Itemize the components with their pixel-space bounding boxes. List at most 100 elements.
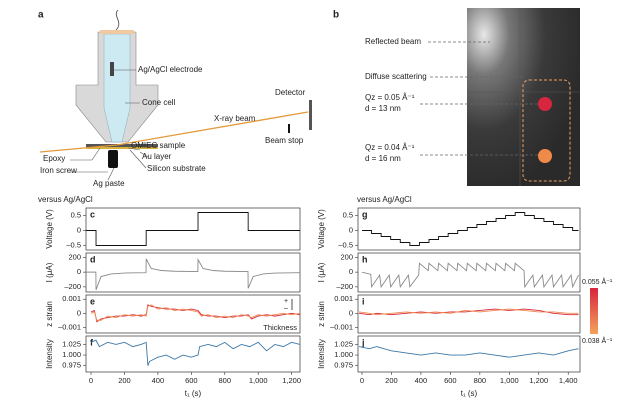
- leader-lines: [420, 41, 538, 156]
- data-line: [361, 212, 579, 246]
- plot-frame: [85, 294, 301, 334]
- y-tick-label: –0.001: [330, 322, 353, 331]
- y-axis-label: z strain: [45, 301, 54, 327]
- label: Au layer: [142, 152, 172, 161]
- x-tick-label: 0: [89, 376, 93, 385]
- label: X-ray beam: [214, 114, 256, 123]
- annotation: Thickness: [263, 323, 297, 332]
- data-line: [358, 346, 579, 358]
- caption: versus Ag/AgCl: [38, 195, 93, 204]
- x-tick-label: 1,200: [529, 376, 548, 385]
- colorbar: [590, 288, 598, 334]
- data-line: [90, 304, 300, 323]
- y-tick-label: –200: [336, 282, 353, 291]
- data-line: [86, 212, 300, 246]
- y-tick-label: 0: [349, 225, 353, 234]
- image-grid: [467, 8, 580, 186]
- y-tick-label: 0.001: [334, 294, 353, 303]
- x-tick-label: 400: [152, 376, 165, 385]
- y-tick-label: 0: [349, 308, 353, 317]
- detector: [309, 100, 312, 130]
- panel-label: j: [361, 337, 365, 347]
- y-axis-label: I (μA): [317, 262, 326, 282]
- data-line: [90, 304, 300, 321]
- panel-label: e: [90, 296, 95, 306]
- y-axis-label: z strain: [317, 301, 326, 327]
- y-axis-label: Voltage (V): [45, 209, 54, 249]
- data-line: [86, 257, 300, 290]
- cap: [100, 30, 134, 34]
- y-tick-label: –0.5: [338, 240, 353, 249]
- label: Epoxy: [43, 154, 65, 163]
- data-line: [358, 308, 579, 316]
- label: Diffuse scattering: [365, 72, 427, 81]
- iron-screw: [108, 150, 118, 168]
- y-tick-label: 0.5: [71, 210, 81, 219]
- y-tick-label: 1.000: [62, 350, 81, 359]
- y-tick-label: 200: [68, 252, 81, 261]
- y-tick-label: –0.5: [66, 240, 81, 249]
- x-tick-label: 200: [385, 376, 398, 385]
- plot-frame: [85, 207, 301, 251]
- y-tick-label: 1.000: [334, 350, 353, 359]
- y-tick-label: 0: [77, 225, 81, 234]
- x-axis-label: t₁ (s): [185, 389, 202, 398]
- cell-diagram: [39, 9, 312, 181]
- x-tick-label: 800: [474, 376, 487, 385]
- panel-label: a: [38, 10, 44, 21]
- panel-label: d: [90, 254, 96, 264]
- data-line: [361, 262, 579, 289]
- label: Beam stop: [265, 136, 304, 145]
- label: Reflected beam: [365, 37, 421, 46]
- sign-label: –: [284, 305, 288, 312]
- y-tick-label: 1.025: [334, 339, 353, 348]
- plot-frame: [357, 294, 581, 334]
- panel-label: h: [362, 254, 368, 264]
- wire: [115, 9, 120, 31]
- label: Iron screw: [40, 166, 77, 175]
- y-tick-label: 0.5: [343, 210, 353, 219]
- y-axis-label: Intensity: [317, 339, 326, 369]
- colorbar-label: 0.055 Å⁻¹: [582, 277, 613, 286]
- y-tick-label: 200: [340, 252, 353, 261]
- label: Detector: [275, 88, 306, 97]
- x-tick-label: 600: [444, 376, 457, 385]
- panel-label: c: [90, 209, 95, 219]
- x-tick-label: 800: [219, 376, 232, 385]
- label: OMIEC sample: [131, 141, 186, 150]
- y-axis-label: Intensity: [45, 339, 54, 369]
- roi: [522, 79, 571, 182]
- y-tick-label: 0: [349, 267, 353, 276]
- leader-lines: [70, 69, 149, 181]
- panel-label: i: [362, 296, 365, 306]
- panel-label: b: [333, 10, 339, 21]
- electrode: [110, 62, 114, 76]
- panel-label: g: [362, 209, 368, 219]
- x-tick-label: 1,000: [249, 376, 268, 385]
- y-tick-label: 0: [77, 267, 81, 276]
- label: Qz = 0.04 Å⁻¹: [365, 143, 415, 152]
- x-tick-label: 200: [118, 376, 131, 385]
- x-tick-label: 1,400: [559, 376, 578, 385]
- beam-out: [116, 111, 309, 146]
- y-tick-label: 0: [77, 308, 81, 317]
- y-tick-label: 1.025: [62, 339, 81, 348]
- label: Qz = 0.05 Å⁻¹: [365, 93, 415, 102]
- beam-stop: [288, 124, 290, 133]
- plot-frame: [85, 252, 301, 293]
- au-layer: [86, 147, 158, 149]
- x-axis-label: t₁ (s): [461, 389, 478, 398]
- peak-marker: [538, 149, 552, 163]
- x-tick-label: 1,200: [282, 376, 301, 385]
- data-line: [90, 339, 300, 366]
- label: Cone cell: [142, 98, 176, 107]
- sample: [86, 144, 158, 147]
- sign-label: +: [284, 298, 288, 305]
- y-axis-label: Voltage (V): [317, 209, 326, 249]
- y-axis-label: I (μA): [45, 262, 54, 282]
- y-tick-label: 0.001: [62, 294, 81, 303]
- colorbar-label: 0.038 Å⁻¹: [582, 336, 613, 345]
- y-tick-label: –0.001: [58, 322, 81, 331]
- label: d = 16 nm: [365, 154, 401, 163]
